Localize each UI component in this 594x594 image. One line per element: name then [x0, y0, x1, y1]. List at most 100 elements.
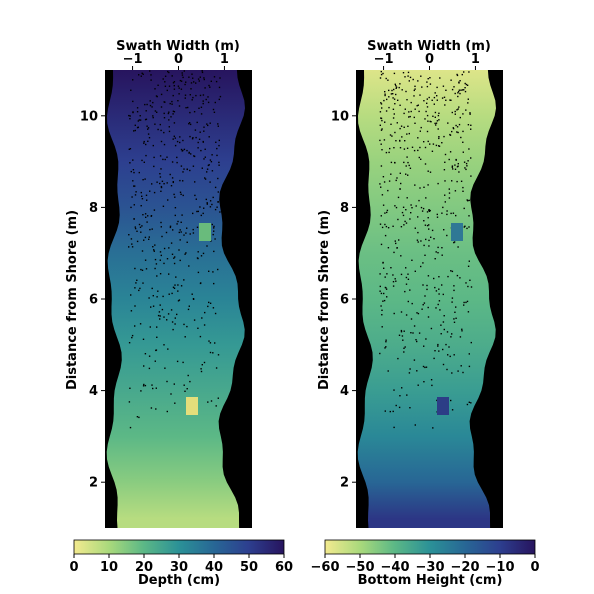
depth-speckle-dot: [183, 148, 186, 151]
bottom-height-speckle-dot: [381, 226, 384, 229]
bottom-height-speckle-dot: [402, 339, 404, 341]
bottom-height-speckle-dot: [430, 121, 432, 123]
depth-speckle-dot: [173, 383, 175, 385]
bottom-height-speckle-dot: [405, 314, 408, 316]
bottom-height-speckle-dot: [403, 351, 405, 353]
depth-colorbar-tick-label: 0: [69, 560, 78, 575]
depth-speckle-dot: [193, 81, 195, 83]
depth-speckle-dot: [217, 354, 220, 356]
depth-speckle-dot: [129, 115, 131, 117]
bottom-height-speckle-dot: [384, 234, 387, 237]
bottom-height-speckle-dot: [468, 71, 470, 73]
bottom-height-speckle-dot: [444, 201, 446, 203]
bottom-height-speckle-dot: [382, 300, 384, 302]
depth-speckle-dot: [198, 138, 201, 140]
depth-speckle-dot: [186, 388, 188, 390]
bottom-height-speckle-dot: [384, 347, 386, 349]
bottom-height-speckle-dot: [441, 284, 443, 286]
depth-speckle-dot: [207, 305, 209, 308]
bottom-height-speckle-dot: [382, 176, 385, 178]
bottom-height-speckle-dot: [446, 331, 449, 333]
bottom-height-speckle-dot: [380, 102, 382, 104]
bottom-height-speckle-dot: [434, 111, 437, 114]
bottom-height-target-lower: [437, 397, 449, 415]
bottom-height-speckle-dot: [405, 173, 407, 175]
depth-speckle-dot: [173, 257, 175, 259]
depth-speckle-dot: [134, 185, 136, 187]
bottom-height-speckle-dot: [461, 73, 463, 76]
depth-speckle-dot: [157, 84, 159, 86]
bottom-height-speckle-dot: [453, 318, 455, 320]
bottom-height-speckle-dot: [423, 345, 425, 347]
bottom-height-speckle-dot: [395, 93, 397, 96]
depth-speckle-dot: [157, 128, 159, 131]
depth-speckle-dot: [206, 245, 208, 247]
depth-speckle-dot: [168, 119, 170, 121]
bottom-height-speckle-dot: [392, 93, 394, 95]
depth-speckle-dot: [163, 143, 166, 146]
bottom-height-speckle-dot: [459, 277, 461, 279]
depth-speckle-dot: [182, 149, 184, 152]
bottom-height-speckle-dot: [385, 288, 388, 290]
depth-speckle-dot: [188, 305, 190, 307]
depth-speckle-dot: [177, 100, 179, 102]
depth-speckle-dot: [155, 387, 157, 389]
bottom-height-speckle-dot: [393, 389, 395, 391]
bottom-height-speckle-dot: [380, 243, 383, 246]
bottom-height-speckle-dot: [441, 254, 443, 256]
depth-speckle-dot: [177, 290, 179, 292]
depth-speckle-dot: [150, 74, 152, 76]
depth-speckle-dot: [177, 284, 179, 286]
depth-speckle-dot: [208, 301, 210, 304]
bottom-height-speckle-dot: [385, 151, 388, 154]
depth-colorbar-tick-label: 30: [170, 560, 188, 575]
depth-speckle-dot: [169, 226, 172, 229]
depth-speckle-dot: [212, 271, 214, 273]
bottom-height-speckle-dot: [442, 85, 445, 87]
bottom-height-speckle-dot: [390, 173, 392, 175]
bottom-height-speckle-dot: [443, 135, 445, 138]
depth-speckle-dot: [132, 79, 134, 81]
bottom-height-speckle-dot: [433, 238, 435, 240]
depth-speckle-dot: [153, 191, 156, 194]
bottom-height-speckle-dot: [436, 99, 438, 101]
bottom-height-speckle-dot: [379, 124, 381, 126]
depth-speckle-dot: [193, 111, 196, 113]
depth-speckle-dot: [192, 228, 194, 231]
bottom-height-speckle-dot: [414, 227, 416, 229]
depth-speckle-dot: [142, 73, 144, 75]
depth-speckle-dot: [168, 71, 170, 74]
bottom-height-speckle-dot: [428, 245, 430, 247]
bottom-height-speckle-dot: [414, 184, 416, 186]
bottom-height-speckle-dot: [424, 163, 427, 165]
depth-speckle-dot: [184, 97, 186, 99]
depth-speckle-dot: [132, 111, 134, 113]
bottom-height-speckle-dot: [405, 90, 407, 93]
depth-speckle-dot: [164, 85, 167, 87]
bottom-height-speckle-dot: [425, 238, 427, 241]
depth-speckle-dot: [213, 76, 216, 78]
depth-speckle-dot: [136, 230, 138, 232]
depth-speckle-dot: [213, 227, 215, 229]
depth-speckle-dot: [154, 267, 156, 270]
bottom-height-speckle-dot: [404, 290, 406, 293]
bottom-height-speckle-dot: [400, 311, 403, 313]
depth-speckle-dot: [171, 75, 173, 77]
depth-speckle-dot: [184, 390, 186, 392]
bottom-height-speckle-dot: [407, 161, 409, 164]
depth-speckle-dot: [141, 195, 143, 197]
bottom-height-speckle-dot: [410, 101, 412, 104]
depth-speckle-dot: [215, 405, 217, 407]
depth-speckle-dot: [202, 252, 205, 255]
bottom-height-speckle-dot: [409, 289, 411, 291]
bottom-height-speckle-dot: [403, 126, 405, 128]
depth-speckle-dot: [138, 289, 140, 292]
bottom-height-speckle-dot: [399, 104, 401, 106]
depth-speckle-dot: [210, 161, 213, 163]
depth-speckle-dot: [209, 122, 211, 124]
depth-speckle-dot: [132, 169, 135, 171]
depth-speckle-dot: [207, 101, 210, 104]
depth-speckle-dot: [153, 165, 155, 168]
bottom-height-speckle-dot: [428, 210, 431, 212]
bottom-height-speckle-dot: [470, 124, 472, 126]
